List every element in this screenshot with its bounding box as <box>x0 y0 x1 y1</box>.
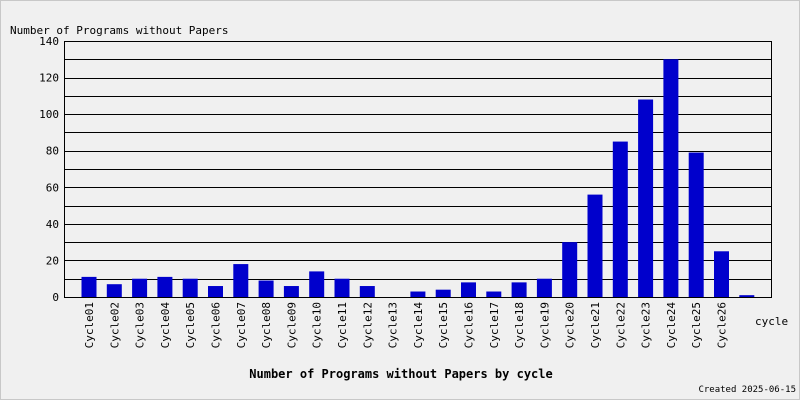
bar <box>81 276 97 297</box>
bar <box>663 59 679 298</box>
y-axis-label: Number of Programs without Papers <box>10 24 229 37</box>
bar <box>157 276 173 297</box>
x-tick-label: Cycle22 <box>614 302 627 348</box>
x-tick-label: Cycle16 <box>463 302 476 348</box>
x-tick-labels: Cycle01 Cycle02 Cycle03 Cycle04 Cycle05 Cycle… <box>83 302 729 349</box>
bar <box>410 291 426 297</box>
bar <box>612 141 628 297</box>
y-tick-label: 120 <box>39 72 59 85</box>
x-tick-label: Cycle12 <box>361 302 374 348</box>
y-tick-label: 40 <box>46 218 59 231</box>
bar <box>714 251 729 297</box>
grid-lines <box>64 41 771 298</box>
bar <box>258 280 274 297</box>
chart-title: Number of Programs without Papers by cyc… <box>249 367 552 381</box>
y-tick-label: 100 <box>39 108 59 121</box>
x-tick-label: Cycle13 <box>387 302 400 348</box>
y-tick-label: 20 <box>46 254 59 267</box>
x-tick-label: Cycle15 <box>437 302 450 348</box>
bar <box>688 152 704 297</box>
bar <box>309 271 325 297</box>
bar <box>739 295 755 297</box>
x-tick-label: Cycle14 <box>412 302 425 349</box>
x-tick-label: Cycle24 <box>665 302 678 349</box>
bar <box>283 286 299 297</box>
x-tick-label: Cycle09 <box>285 302 298 348</box>
bar <box>182 278 198 297</box>
bar <box>208 286 223 297</box>
y-tick-label: 0 <box>52 291 59 304</box>
bar <box>638 99 654 297</box>
x-tick-label: Cycle23 <box>640 302 653 348</box>
bar <box>587 194 603 297</box>
bar <box>486 291 502 297</box>
x-tick-label: Cycle02 <box>108 302 121 348</box>
x-tick-label: Cycle19 <box>538 302 551 348</box>
x-tick-label: Cycle25 <box>690 302 703 348</box>
x-tick-label: Cycle17 <box>488 302 501 348</box>
x-tick-label: Cycle10 <box>311 302 324 348</box>
plot-border <box>64 41 772 298</box>
y-tick-label: 60 <box>46 181 59 194</box>
y-tick-label: 80 <box>46 145 59 158</box>
bar <box>562 242 578 297</box>
created-date: Created 2025-06-15 <box>698 385 796 395</box>
y-tick-label: 140 <box>39 35 59 48</box>
bar <box>106 284 122 297</box>
bar <box>435 289 451 297</box>
bar <box>461 282 476 297</box>
x-tick-label: Cycle04 <box>159 302 172 349</box>
x-tick-label: Cycle08 <box>260 302 273 348</box>
bar <box>132 278 148 297</box>
bars <box>81 59 755 298</box>
bar <box>334 278 350 297</box>
x-tick-label: Cycle05 <box>184 302 197 348</box>
x-tick-label: Cycle03 <box>134 302 147 348</box>
x-tick-label: Cycle11 <box>336 302 349 348</box>
bar <box>359 286 375 297</box>
x-tick-label: Cycle07 <box>235 302 248 348</box>
x-tick-label: Cycle26 <box>716 302 729 348</box>
x-tick-label: Cycle06 <box>210 302 223 348</box>
x-tick-label: Cycle18 <box>513 302 526 348</box>
x-tick-label: Cycle20 <box>564 302 577 348</box>
x-tick-label: Cycle01 <box>83 302 96 348</box>
y-tick-labels: 0 20 40 60 80 100 120 140 <box>39 35 59 304</box>
bar <box>511 282 527 297</box>
x-axis-label: cycle <box>755 315 788 328</box>
bar <box>536 278 552 297</box>
x-tick-label: Cycle21 <box>589 302 602 348</box>
bar <box>233 264 249 297</box>
